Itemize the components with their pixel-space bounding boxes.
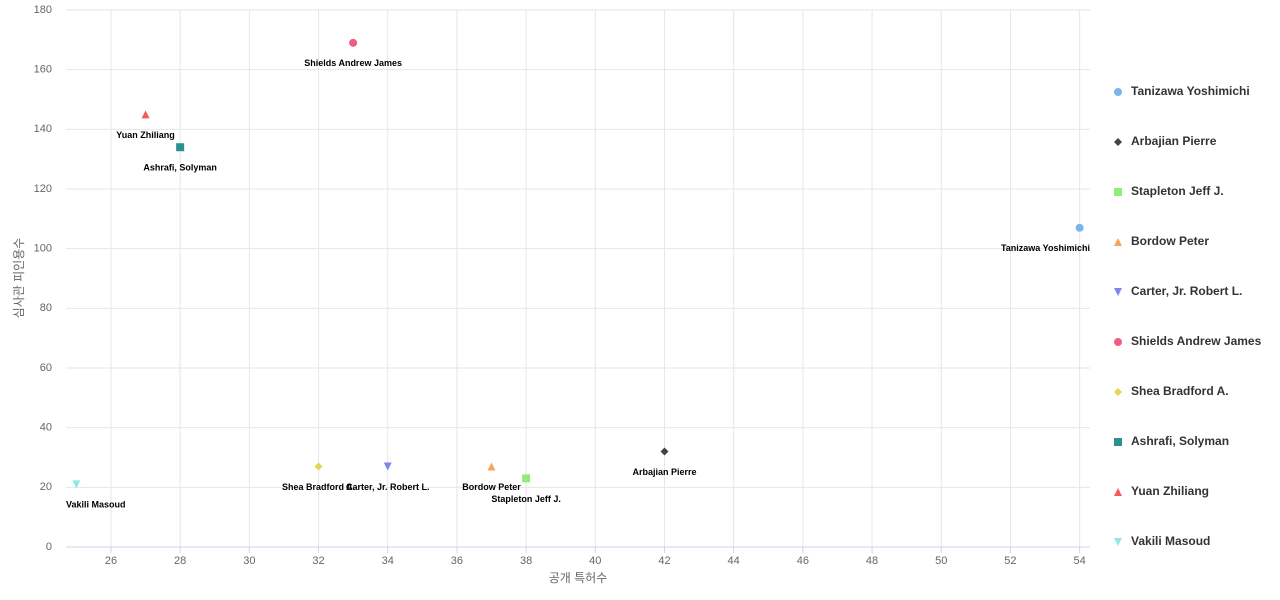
x-tick-label: 48 [866,555,878,567]
x-tick-label: 28 [174,555,186,567]
data-label: Shields Andrew James [304,58,402,68]
x-tick-label: 46 [797,555,809,567]
data-label: Vakili Masoud [66,500,126,510]
x-tick-label: 26 [105,555,117,567]
x-tick-label: 32 [312,555,324,567]
legend-label: Shields Andrew James [1131,334,1262,348]
y-tick-label: 140 [34,123,52,135]
legend-marker [1114,288,1122,296]
data-label: Arbajian Pierre [632,467,696,477]
legend-label: Stapleton Jeff J. [1131,184,1224,198]
y-tick-label: 160 [34,64,52,76]
y-tick-label: 60 [40,362,52,374]
data-point [522,474,531,483]
data-label: Shea Bradford A. [282,482,355,492]
y-tick-label: 0 [46,541,52,553]
legend-label: Vakili Masoud [1131,534,1210,548]
data-point [383,462,392,471]
x-axis-title: 공개 특허수 [549,571,608,585]
y-tick-label: 120 [34,183,52,195]
legend-marker [1114,88,1122,96]
data-label: Carter, Jr. Robert L. [346,482,430,492]
legend-label: Arbajian Pierre [1131,134,1217,148]
legend-marker [1114,238,1122,246]
legend-marker [1114,388,1122,396]
data-point [141,110,150,119]
legend-marker [1114,438,1122,446]
x-tick-label: 38 [520,555,532,567]
legend-marker [1114,188,1122,196]
legend-marker [1114,138,1122,146]
x-tick-label: 50 [935,555,947,567]
x-tick-label: 54 [1073,555,1085,567]
data-point [314,462,323,471]
legend-marker [1114,538,1122,546]
data-point [72,480,81,489]
legend-marker [1114,488,1122,496]
data-point [660,447,669,456]
y-tick-label: 100 [34,243,52,255]
data-point [1075,223,1084,232]
x-tick-label: 36 [451,555,463,567]
x-tick-label: 42 [658,555,670,567]
x-tick-label: 30 [243,555,255,567]
legend-label: Carter, Jr. Robert L. [1131,284,1242,298]
y-tick-label: 180 [34,4,52,16]
legend-label: Yuan Zhiliang [1131,484,1209,498]
legend-label: Bordow Peter [1131,234,1209,248]
x-tick-label: 52 [1004,555,1016,567]
y-tick-label: 40 [40,422,52,434]
grid [66,9,1090,548]
y-tick-label: 20 [40,481,52,493]
x-tick-label: 40 [589,555,601,567]
legend-label: Ashrafi, Solyman [1131,434,1229,448]
x-tick-label: 34 [382,555,394,567]
legend-marker [1114,338,1122,346]
data-point [487,462,496,471]
legend-label: Shea Bradford A. [1131,384,1229,398]
data-point [349,38,358,47]
y-axis-title: 심사관 피인용수 [12,238,26,319]
data-label: Ashrafi, Solyman [143,163,217,173]
data-point [176,143,185,152]
data-label: Yuan Zhiliang [116,130,175,140]
x-tick-label: 44 [728,555,740,567]
y-tick-label: 80 [40,302,52,314]
data-label: Bordow Peter [462,482,521,492]
data-label: Stapleton Jeff J. [491,494,561,504]
data-label: Tanizawa Yoshimichi [1001,243,1090,253]
legend-label: Tanizawa Yoshimichi [1131,84,1250,98]
